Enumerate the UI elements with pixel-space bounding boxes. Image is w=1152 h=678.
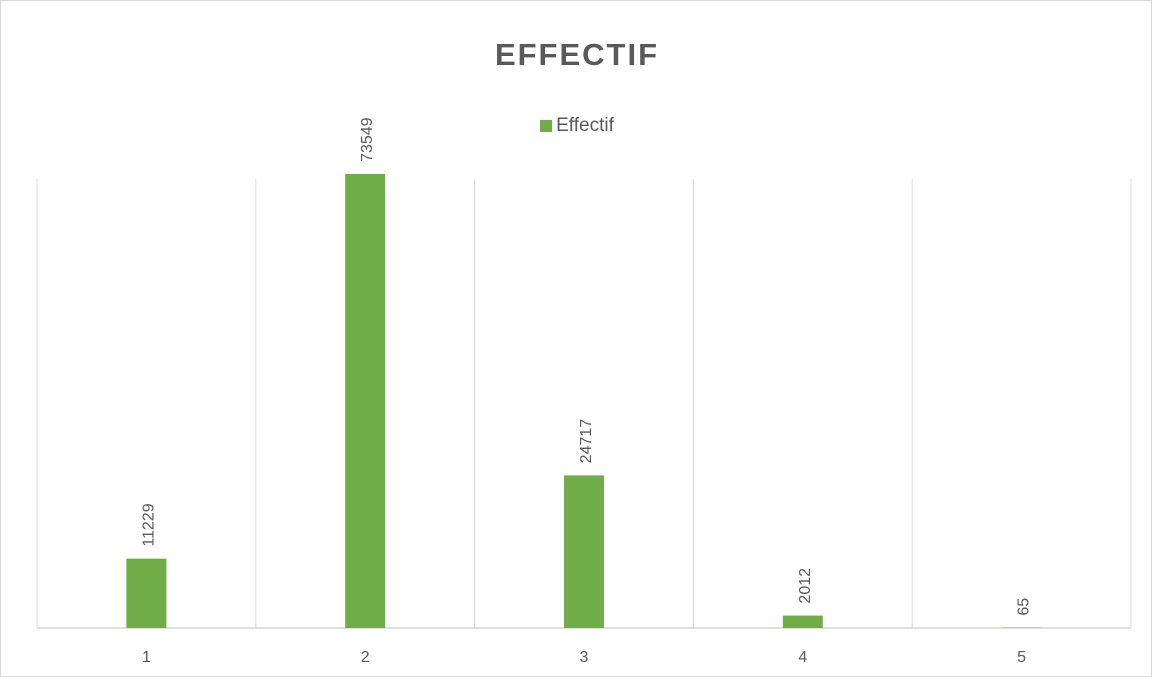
data-label-1: 11229 (140, 503, 157, 546)
data-label-3: 24717 (578, 419, 595, 464)
data-label-4: 2012 (797, 568, 814, 604)
x-tick-label-5: 5 (1017, 649, 1026, 666)
bar-3 (564, 475, 604, 628)
bar-2 (345, 174, 385, 628)
x-tick-label-2: 2 (361, 649, 370, 666)
bar-1 (126, 559, 166, 628)
x-tick-label-1: 1 (142, 649, 151, 666)
x-tick-label-3: 3 (580, 649, 589, 666)
x-tick-label-4: 4 (798, 649, 807, 666)
bar-4 (783, 616, 823, 628)
data-label-5: 65 (1016, 598, 1033, 616)
data-label-2: 73549 (359, 117, 376, 162)
